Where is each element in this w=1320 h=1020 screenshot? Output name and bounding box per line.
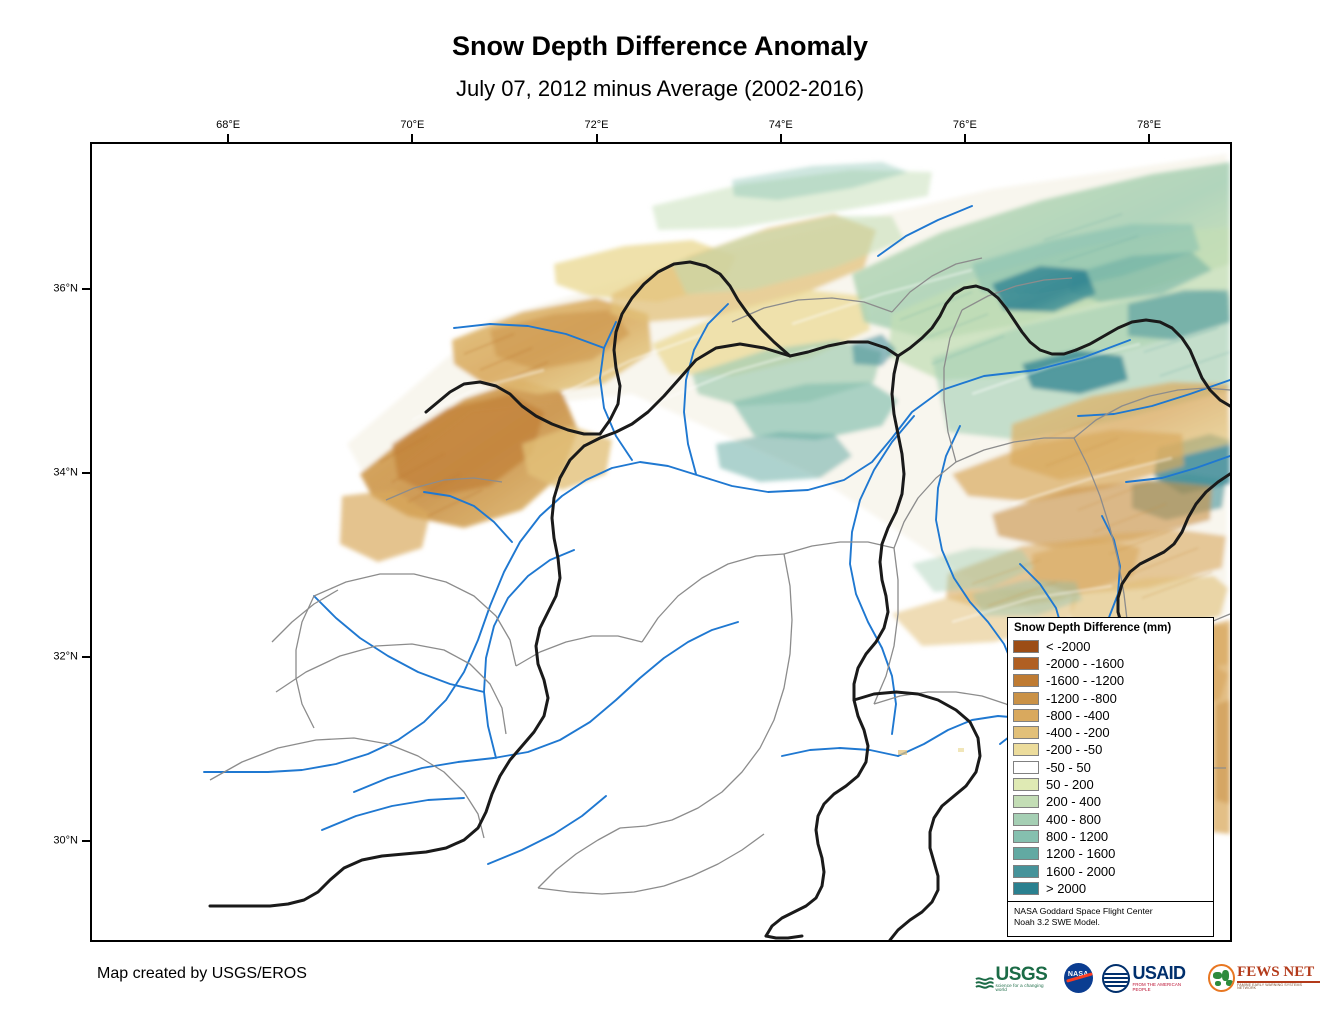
legend-swatch bbox=[1013, 708, 1039, 722]
longitude-tick-label: 76°E bbox=[952, 119, 977, 131]
latitude-tick-label: 32°N bbox=[53, 650, 78, 663]
legend-label: 200 - 400 bbox=[1046, 794, 1101, 810]
legend-label: -200 - -50 bbox=[1046, 742, 1103, 758]
longitude-tick bbox=[779, 134, 782, 142]
legend-entry: 50 - 200 bbox=[1013, 776, 1208, 793]
legend-entry: -2000 - -1600 bbox=[1013, 655, 1208, 672]
longitude-tick bbox=[411, 134, 414, 142]
legend-swatch bbox=[1013, 881, 1039, 895]
rivers bbox=[203, 205, 1230, 865]
legend-swatch bbox=[1013, 778, 1039, 792]
legend-swatch bbox=[1013, 795, 1039, 809]
legend-source: NASA Goddard Space Flight Center Noah 3.… bbox=[1013, 906, 1208, 929]
legend-entry: 800 - 1200 bbox=[1013, 828, 1208, 845]
legend-swatch bbox=[1013, 743, 1039, 757]
legend-swatch bbox=[1013, 847, 1039, 861]
legend-label: < -2000 bbox=[1046, 638, 1091, 654]
fews-net-logo[interactable]: FEWS NET FAMINE EARLY WARNING SYSTEMS NE… bbox=[1207, 964, 1320, 992]
legend-entry: -1600 - -1200 bbox=[1013, 672, 1208, 689]
legend-label: 400 - 800 bbox=[1046, 811, 1101, 827]
legend-entry: -50 - 50 bbox=[1013, 759, 1208, 776]
legend-label: -2000 - -1600 bbox=[1046, 655, 1125, 671]
legend-entry: -200 - -50 bbox=[1013, 741, 1208, 758]
page-subtitle: July 07, 2012 minus Average (2002-2016) bbox=[455, 76, 865, 101]
usaid-logo-tagline: FROM THE AMERICAN PEOPLE bbox=[1132, 982, 1182, 992]
legend-entry: -800 - -400 bbox=[1013, 707, 1208, 724]
legend-label: 800 - 1200 bbox=[1046, 828, 1109, 844]
legend-swatch bbox=[1013, 726, 1039, 740]
fews-logo-text: FEWS NET bbox=[1237, 964, 1315, 981]
legend-entry: 1600 - 2000 bbox=[1013, 862, 1208, 879]
map-legend: Snow Depth Difference (mm) < -2000 -2000 … bbox=[1007, 617, 1214, 937]
legend-label: -800 - -400 bbox=[1046, 707, 1110, 723]
usaid-logo[interactable]: USAID FROM THE AMERICAN PEOPLE bbox=[1102, 963, 1199, 993]
title-block: Snow Depth Difference Anomaly July 07, 2… bbox=[0, 0, 1320, 100]
legend-entry: 200 - 400 bbox=[1013, 793, 1208, 810]
fews-logo-tagline: FAMINE EARLY WARNING SYSTEMS NETWORK bbox=[1237, 982, 1303, 991]
legend-swatch bbox=[1013, 760, 1039, 774]
longitude-tick bbox=[1148, 134, 1151, 142]
latitude-tick-label: 34°N bbox=[53, 466, 78, 479]
longitude-tick-label: 68°E bbox=[216, 119, 241, 131]
legend-label: -400 - -200 bbox=[1046, 725, 1110, 741]
latitude-tick bbox=[82, 472, 90, 475]
legend-label: -1600 - -1200 bbox=[1046, 673, 1125, 689]
latitude-tick bbox=[82, 655, 90, 658]
legend-entry: -1200 - -800 bbox=[1013, 689, 1208, 706]
usaid-logo-text: USAID bbox=[1132, 963, 1186, 984]
legend-swatch bbox=[1013, 812, 1039, 826]
legend-label: -50 - 50 bbox=[1046, 759, 1091, 775]
nasa-logo-text: NASA bbox=[1067, 971, 1089, 978]
logo-bar: USGS science for a changing world NASA U… bbox=[975, 960, 1320, 996]
country-borders bbox=[208, 260, 1230, 940]
latitude-tick bbox=[82, 839, 90, 842]
usgs-logo-tagline: science for a changing world bbox=[995, 982, 1044, 993]
longitude-tick-label: 74°E bbox=[768, 119, 793, 131]
longitude-tick-label: 70°E bbox=[400, 119, 425, 131]
legend-entry: > 2000 bbox=[1013, 880, 1208, 897]
nasa-logo[interactable]: NASA bbox=[1063, 963, 1094, 993]
map-credit: Map created by USGS/EROS bbox=[97, 965, 307, 982]
legend-swatch bbox=[1013, 674, 1039, 688]
latitude-tick-label: 36°N bbox=[53, 282, 78, 295]
legend-swatch bbox=[1013, 656, 1039, 670]
usgs-logo-text: USGS bbox=[995, 963, 1048, 985]
legend-swatch bbox=[1013, 691, 1039, 705]
longitude-tick-label: 72°E bbox=[584, 119, 609, 131]
longitude-tick bbox=[595, 134, 598, 142]
legend-label: 50 - 200 bbox=[1046, 777, 1094, 793]
legend-source-line1: NASA Goddard Space Flight Center bbox=[1014, 905, 1153, 916]
longitude-tick bbox=[227, 134, 230, 142]
latitude-tick-label: 30°N bbox=[53, 834, 78, 847]
anomaly-raster bbox=[340, 154, 1230, 834]
legend-label: 1600 - 2000 bbox=[1046, 863, 1116, 879]
legend-entry: 400 - 800 bbox=[1013, 810, 1208, 827]
usaid-seal-icon bbox=[1102, 963, 1131, 993]
longitude-tick-label: 78°E bbox=[1137, 119, 1162, 131]
longitude-tick bbox=[963, 134, 966, 142]
legend-entry: -400 - -200 bbox=[1013, 724, 1208, 741]
map-artifacts bbox=[898, 748, 964, 755]
legend-entry: 1200 - 1600 bbox=[1013, 845, 1208, 862]
legend-label: -1200 - -800 bbox=[1046, 690, 1117, 706]
legend-entries: < -2000 -2000 - -1600 -1600 - -1200 -1200 -… bbox=[1013, 638, 1208, 897]
legend-source-line2: Noah 3.2 SWE Model. bbox=[1014, 917, 1100, 928]
legend-label: 1200 - 1600 bbox=[1046, 846, 1116, 862]
latitude-tick bbox=[82, 288, 90, 291]
ridge-texture bbox=[379, 213, 1230, 675]
globe-icon bbox=[1207, 964, 1236, 992]
legend-title: Snow Depth Difference (mm) bbox=[1014, 622, 1172, 634]
usgs-logo[interactable]: USGS science for a changing world bbox=[975, 963, 1055, 993]
page-title: Snow Depth Difference Anomaly bbox=[451, 31, 869, 61]
usgs-wave-icon bbox=[975, 977, 994, 989]
legend-swatch bbox=[1013, 639, 1039, 653]
legend-divider bbox=[1008, 900, 1213, 902]
fews-rule bbox=[1237, 981, 1320, 983]
legend-swatch bbox=[1013, 864, 1039, 878]
legend-label: > 2000 bbox=[1046, 880, 1087, 896]
legend-entry: < -2000 bbox=[1013, 638, 1208, 655]
legend-swatch bbox=[1013, 829, 1039, 843]
